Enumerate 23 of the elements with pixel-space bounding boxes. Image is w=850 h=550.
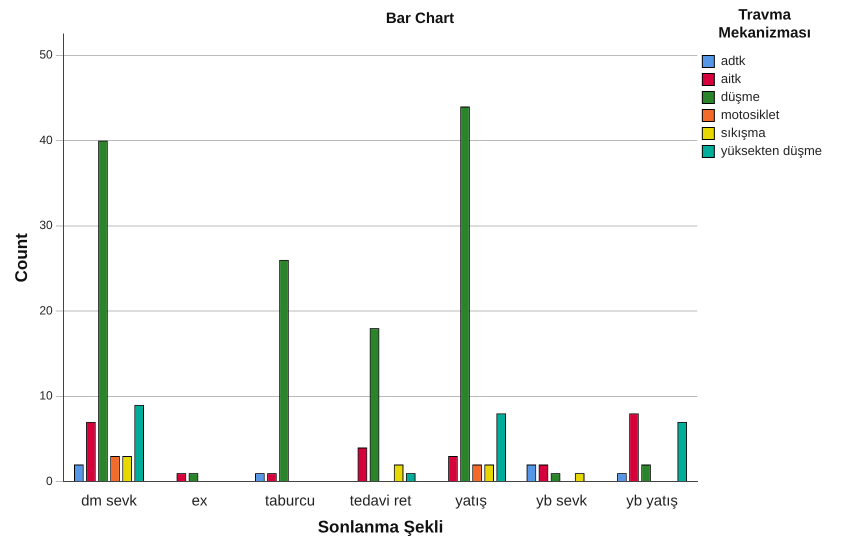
y-tick-label: 30 — [39, 218, 54, 232]
x-tick-label: yatış — [455, 492, 487, 510]
x-tick-label: tedavi ret — [350, 492, 412, 510]
legend-label: sıkışma — [720, 125, 766, 140]
legend-title: Travma Mekanizması — [718, 6, 811, 42]
y-tick-label: 40 — [39, 132, 54, 147]
chart-title: Bar Chart — [386, 10, 454, 28]
x-tick-label: yb sevk — [536, 492, 588, 510]
y-axis-title: Count — [12, 232, 31, 282]
x-tick-label: dm sevk — [81, 492, 138, 510]
legend-label: adtk — [720, 53, 746, 68]
legend-label: motosiklet — [720, 107, 780, 122]
y-tick-label: 20 — [39, 303, 54, 318]
legend-label: düşme — [720, 89, 760, 104]
x-tick-label: yb yatış — [626, 492, 678, 510]
legend-label: yüksekten düşme — [720, 143, 822, 158]
y-tick-label: 50 — [39, 48, 54, 62]
y-tick-label: 0 — [46, 474, 54, 488]
y-tick-label: 10 — [39, 388, 54, 403]
x-axis-title: Sonlanma Şekli — [318, 517, 444, 536]
x-tick-label: taburcu — [265, 492, 316, 510]
x-tick-label: ex — [192, 492, 208, 510]
legend-label: aitk — [720, 71, 742, 86]
